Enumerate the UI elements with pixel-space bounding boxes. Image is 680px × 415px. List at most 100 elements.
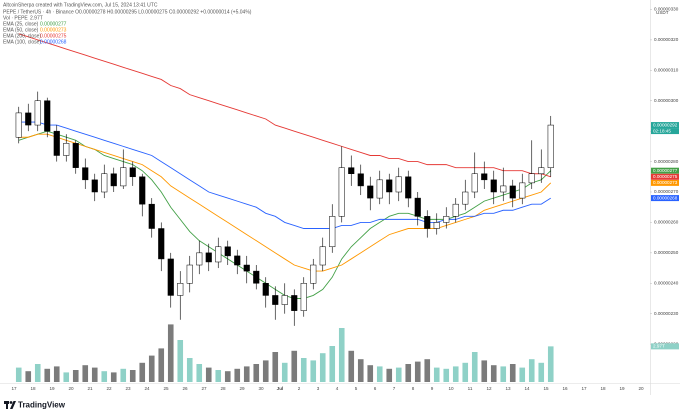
candle-body bbox=[120, 167, 127, 187]
candle-body bbox=[405, 176, 412, 199]
y-tick-label: 0.00000320 bbox=[654, 37, 679, 42]
ema-label: 0.00000273 bbox=[653, 180, 678, 185]
close-label: 0.00000292 bbox=[653, 122, 678, 127]
candle-body bbox=[310, 264, 317, 284]
volume-bar bbox=[91, 367, 98, 382]
x-tick-label: 19 bbox=[49, 386, 55, 391]
logo-stem bbox=[6, 403, 8, 409]
volume-bar bbox=[490, 365, 497, 382]
volume-bar bbox=[481, 360, 488, 382]
candle-body bbox=[528, 173, 535, 184]
candle-body bbox=[471, 173, 478, 193]
candle-body bbox=[500, 185, 507, 193]
volume-label-box bbox=[651, 343, 679, 350]
x-tick-label: 8 bbox=[412, 386, 415, 391]
volume-bar bbox=[462, 362, 469, 382]
volume-bar bbox=[395, 367, 402, 382]
x-tick-label: 20 bbox=[638, 386, 644, 391]
y-tick-label: 0.00000250 bbox=[654, 250, 679, 255]
candle-body bbox=[414, 197, 421, 217]
volume-bar bbox=[72, 370, 79, 382]
legend-entry: EMA (100, close) bbox=[3, 39, 41, 45]
candle-body bbox=[262, 283, 269, 296]
legend-entry: EMA (50, close) bbox=[3, 27, 39, 33]
ema-line bbox=[18, 33, 551, 178]
ema-line bbox=[18, 133, 552, 272]
candle-body bbox=[272, 295, 279, 305]
x-tick-label: 28 bbox=[220, 386, 226, 391]
x-tick-label: 6 bbox=[374, 386, 377, 391]
candle-body bbox=[490, 179, 497, 193]
volume-bar bbox=[386, 368, 393, 382]
ema-label-box bbox=[651, 173, 679, 180]
x-tick-label: 12 bbox=[486, 386, 492, 391]
ema-label-box bbox=[651, 167, 679, 174]
legend-value: 0.00000275 bbox=[40, 33, 67, 39]
currency: USDT bbox=[656, 10, 669, 15]
volume-bar bbox=[519, 367, 526, 382]
candle-body bbox=[319, 246, 326, 266]
candle-body bbox=[101, 173, 108, 193]
volume-bar bbox=[319, 353, 326, 382]
volume-bar bbox=[538, 362, 545, 382]
x-tick-label: 3 bbox=[317, 386, 320, 391]
volume-bar bbox=[110, 372, 117, 382]
volume-bar bbox=[63, 372, 70, 382]
volume-bar bbox=[424, 359, 431, 382]
y-tick-label: 0.00000260 bbox=[654, 220, 679, 225]
volume-bar bbox=[82, 365, 89, 382]
volume-bar bbox=[528, 359, 535, 382]
volume-bar bbox=[414, 361, 421, 382]
candle-body bbox=[129, 167, 136, 178]
x-tick-label: 17 bbox=[11, 386, 17, 391]
ema-label-box bbox=[651, 179, 679, 186]
volume-bar bbox=[139, 362, 146, 382]
x-tick-label: 15 bbox=[543, 386, 549, 391]
y-tick-label: 0.00000280 bbox=[654, 159, 679, 164]
y-tick-label: 0.00000310 bbox=[654, 68, 679, 73]
ema-label: 0.00000277 bbox=[653, 168, 678, 173]
candle-body bbox=[281, 295, 288, 305]
volume-bar bbox=[253, 364, 260, 382]
volume-bar bbox=[500, 366, 507, 382]
x-tick-label: 17 bbox=[581, 386, 587, 391]
x-tick-label: 18 bbox=[600, 386, 606, 391]
x-tick-label: 18 bbox=[30, 386, 36, 391]
candle-body bbox=[91, 179, 98, 193]
brand: TradingView bbox=[18, 401, 66, 410]
volume-bar bbox=[15, 367, 22, 382]
volume-bar bbox=[509, 364, 516, 382]
plot bbox=[15, 33, 554, 382]
candle-body bbox=[186, 264, 193, 284]
legend-value: 0.00000273 bbox=[40, 27, 67, 33]
candle-body bbox=[167, 258, 174, 296]
volume-bar bbox=[338, 328, 345, 382]
x-tick-label: 5 bbox=[355, 386, 358, 391]
candle-body bbox=[158, 228, 165, 260]
volume-bar bbox=[547, 346, 554, 382]
candle-body bbox=[15, 112, 22, 138]
legend-value: 0.00000277 bbox=[40, 21, 67, 27]
candle-body bbox=[338, 167, 345, 217]
candle-body bbox=[224, 246, 231, 257]
ema-line bbox=[18, 121, 551, 229]
volume-bar bbox=[471, 352, 478, 382]
volume-label: 2.97T bbox=[653, 344, 665, 349]
candle-body bbox=[243, 264, 250, 272]
volume-bar bbox=[452, 366, 459, 382]
logo-dot bbox=[9, 401, 13, 404]
volume-bar bbox=[243, 366, 250, 382]
ema-label-box bbox=[651, 195, 679, 202]
candle-body bbox=[63, 143, 70, 156]
volume-bar bbox=[291, 350, 298, 382]
volume-bar bbox=[196, 364, 203, 382]
volume-bar bbox=[234, 368, 241, 382]
candle-body bbox=[433, 222, 440, 229]
logo-bar bbox=[4, 401, 9, 404]
volume-legend-value: 2.97T bbox=[30, 15, 43, 21]
volume-bar bbox=[443, 368, 450, 382]
candle-body bbox=[234, 255, 241, 266]
candle-body bbox=[509, 185, 516, 199]
candle-body bbox=[357, 173, 364, 187]
